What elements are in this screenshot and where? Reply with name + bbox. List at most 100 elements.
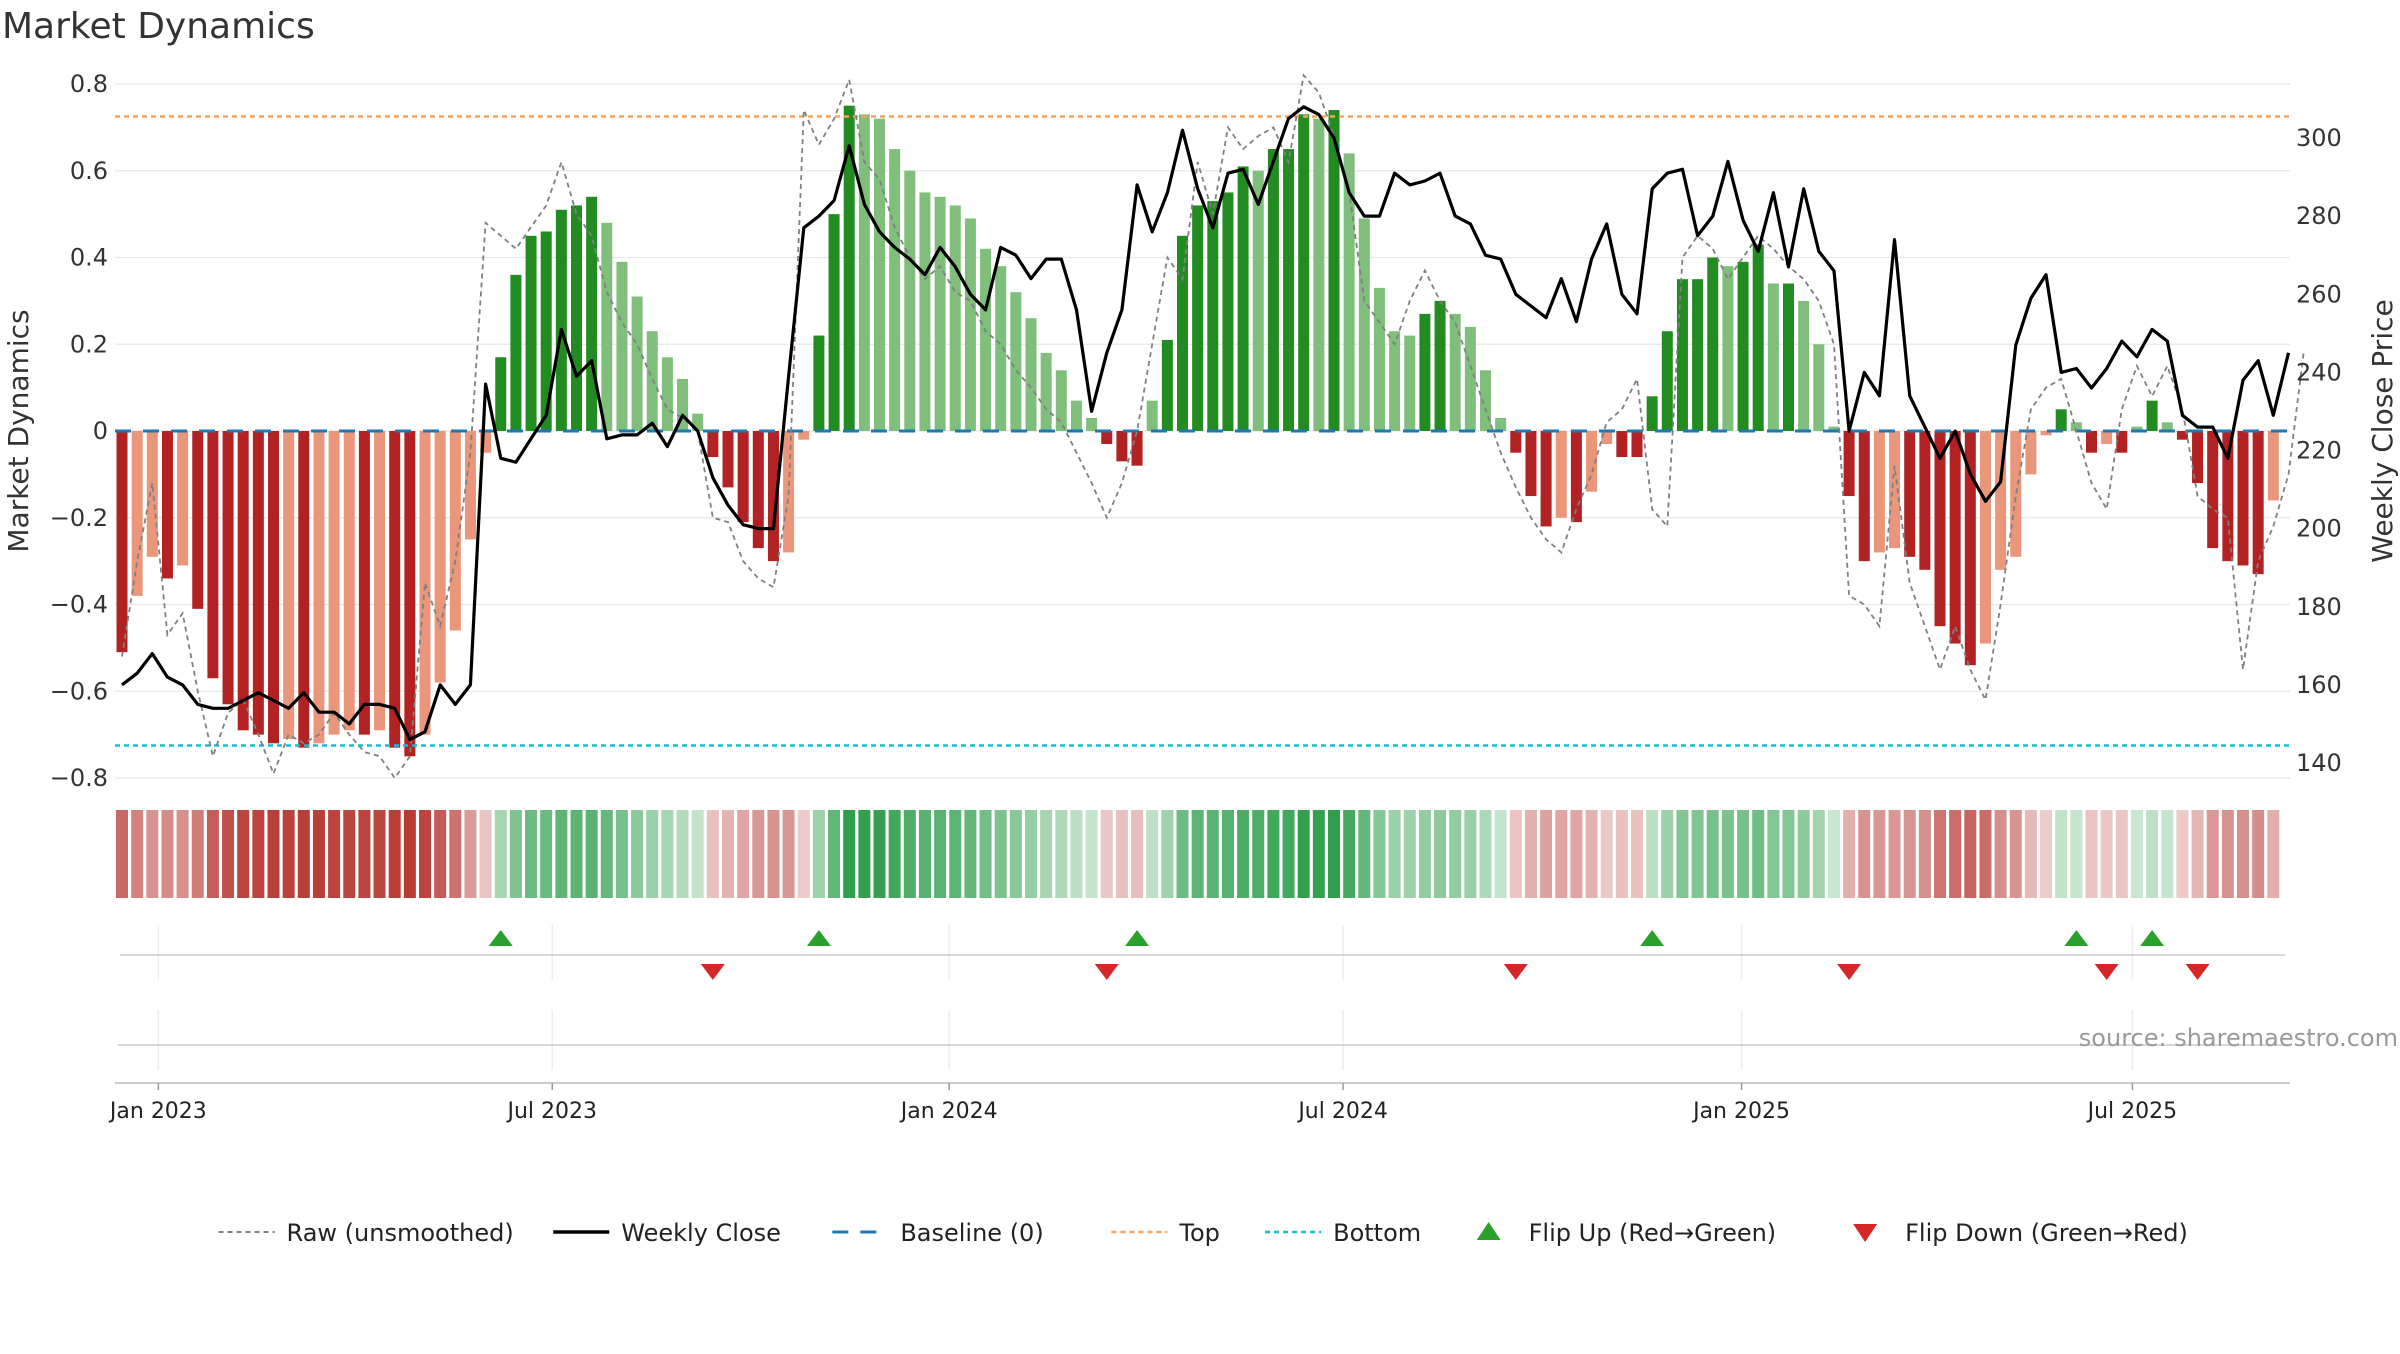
dynamics-bar bbox=[631, 296, 643, 431]
dynamics-bar bbox=[949, 205, 961, 431]
x-tick-label: Jan 2024 bbox=[899, 1099, 998, 1124]
y2-tick-label: 300 bbox=[2296, 124, 2342, 152]
regime-cell bbox=[1206, 810, 1219, 898]
legend-label: Bottom bbox=[1333, 1219, 1421, 1247]
regime-cell bbox=[449, 810, 462, 898]
regime-cell bbox=[312, 810, 325, 898]
regime-cell bbox=[2009, 810, 2022, 898]
dynamics-bar bbox=[1904, 431, 1916, 557]
dynamics-bar bbox=[495, 357, 507, 431]
regime-cell bbox=[161, 810, 174, 898]
regime-cell bbox=[843, 810, 856, 898]
flip-up-marker bbox=[1125, 930, 1150, 946]
dynamics-bar bbox=[874, 118, 885, 431]
regime-cell bbox=[1555, 810, 1568, 898]
regime-cell bbox=[1767, 810, 1780, 898]
dynamics-bar bbox=[1025, 318, 1037, 431]
flip-up-marker bbox=[2064, 930, 2089, 946]
dynamics-bar bbox=[2131, 426, 2143, 431]
dynamics-bar bbox=[2146, 400, 2158, 431]
flip-up-marker bbox=[488, 930, 513, 946]
dynamics-bar bbox=[389, 431, 401, 748]
regime-cell bbox=[2100, 810, 2113, 898]
x-tick-label: Jan 2023 bbox=[108, 1099, 207, 1124]
dynamics-bar bbox=[1510, 431, 1522, 453]
dynamics-bar bbox=[1040, 352, 1052, 431]
dynamics-bar bbox=[1161, 339, 1173, 431]
dynamics-bar bbox=[555, 209, 567, 431]
raw-line bbox=[121, 73, 2305, 780]
dynamics-bar bbox=[177, 431, 189, 566]
regime-cell bbox=[1903, 810, 1916, 898]
regime-cell bbox=[964, 810, 977, 898]
regime-cell bbox=[1615, 810, 1628, 898]
dynamics-bar bbox=[1843, 431, 1855, 497]
regime-cell bbox=[252, 810, 265, 898]
regime-cell bbox=[949, 810, 962, 898]
y2-tick-label: 180 bbox=[2296, 593, 2342, 621]
dynamics-bar bbox=[995, 266, 1007, 431]
regime-cell bbox=[1070, 810, 1083, 898]
dynamics-bar bbox=[1555, 431, 1567, 518]
dynamics-bar bbox=[283, 431, 295, 739]
dynamics-bar bbox=[1798, 300, 1810, 431]
x-tick-label: Jul 2023 bbox=[505, 1099, 597, 1124]
regime-cell bbox=[570, 810, 583, 898]
flip-down-marker bbox=[2094, 964, 2119, 980]
dynamics-bar bbox=[1646, 396, 1658, 431]
regime-cell bbox=[388, 810, 401, 898]
dynamics-bar bbox=[1464, 326, 1476, 431]
regime-cell bbox=[1691, 810, 1704, 898]
regime-cell bbox=[676, 810, 689, 898]
dynamics-bar bbox=[1237, 166, 1249, 431]
regime-cell bbox=[646, 810, 659, 898]
dynamics-bar bbox=[1601, 431, 1613, 445]
regime-cell bbox=[858, 810, 871, 898]
dynamics-bar bbox=[571, 205, 582, 431]
regime-cell bbox=[2115, 810, 2128, 898]
regime-cell bbox=[1252, 810, 1265, 898]
dynamics-bar bbox=[934, 196, 946, 431]
dynamics-bar bbox=[752, 431, 764, 549]
dynamics-bar bbox=[1525, 431, 1537, 497]
dynamics-bar bbox=[1298, 114, 1310, 432]
regime-cell bbox=[1025, 810, 1037, 898]
dynamics-bar bbox=[2176, 431, 2188, 440]
flip-up-marker bbox=[1640, 930, 1665, 946]
dynamics-bar bbox=[2192, 431, 2204, 484]
dynamics-bar bbox=[1070, 400, 1082, 431]
dynamics-bar bbox=[268, 431, 279, 744]
dynamics-bar bbox=[1283, 149, 1295, 431]
regime-cell bbox=[1267, 810, 1280, 898]
dynamics-bar bbox=[328, 431, 340, 735]
legend-label: Raw (unsmoothed) bbox=[287, 1219, 514, 1247]
regime-cell bbox=[1358, 810, 1371, 898]
regime-cell bbox=[206, 810, 219, 898]
regime-cell bbox=[1540, 810, 1553, 898]
dynamics-bar bbox=[1813, 344, 1825, 431]
dynamics-bar bbox=[298, 431, 310, 748]
dynamics-bar bbox=[1192, 205, 1204, 431]
regime-cell bbox=[1752, 810, 1765, 898]
flip-down-marker bbox=[1503, 964, 1528, 980]
regime-cell bbox=[903, 810, 916, 898]
regime-cell bbox=[1100, 810, 1113, 898]
regime-cell bbox=[555, 810, 568, 898]
dynamics-bar bbox=[964, 218, 976, 431]
regime-cell bbox=[2070, 810, 2083, 898]
dynamics-bar bbox=[1919, 431, 1931, 570]
regime-cell bbox=[1964, 810, 1977, 898]
flip-down-marker bbox=[1094, 964, 1119, 980]
dynamics-bar bbox=[1616, 431, 1628, 458]
empty-panel bbox=[118, 1010, 2288, 1070]
dynamics-bar bbox=[2101, 431, 2113, 445]
regime-cell bbox=[1873, 810, 1886, 898]
dynamics-bar bbox=[1737, 261, 1749, 431]
dynamics-bar bbox=[858, 114, 870, 432]
regime-cell bbox=[1176, 810, 1189, 898]
legend-label: Flip Up (Red→Green) bbox=[1529, 1219, 1777, 1247]
regime-cell bbox=[1843, 810, 1856, 898]
regime-cell bbox=[1661, 810, 1674, 898]
lines-layer bbox=[115, 73, 2305, 780]
